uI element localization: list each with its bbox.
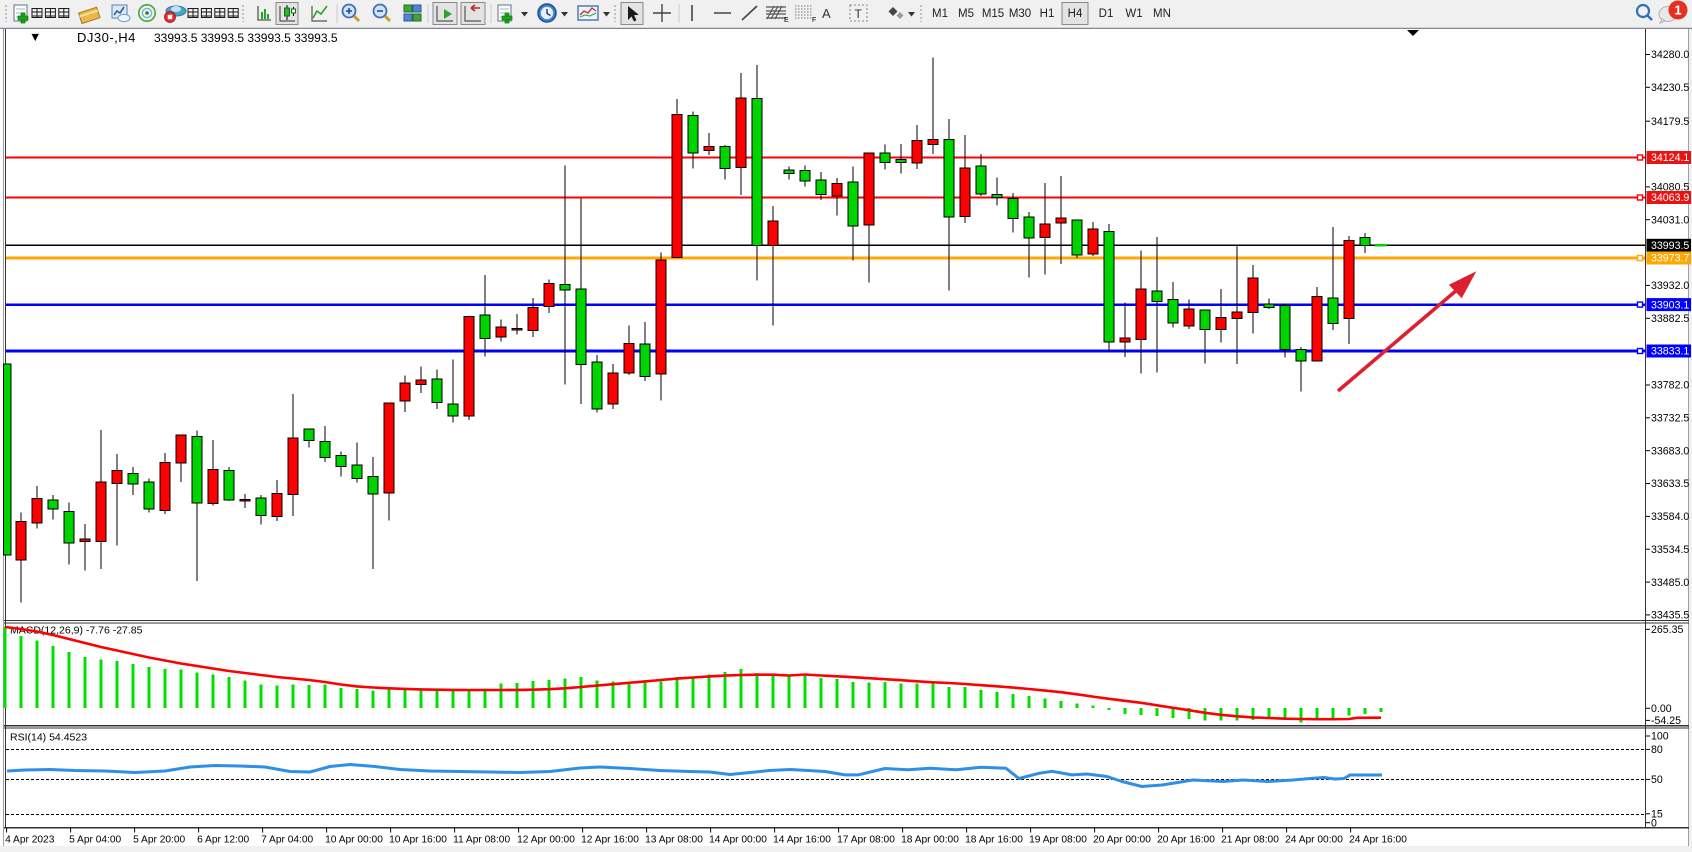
svg-text:W1: W1: [1125, 8, 1142, 20]
svg-text:18 Apr 00:00: 18 Apr 00:00: [901, 835, 959, 846]
svg-text:33903.1: 33903.1: [1651, 299, 1689, 311]
svg-text:13 Apr 08:00: 13 Apr 08:00: [645, 835, 703, 846]
svg-text:18 Apr 16:00: 18 Apr 16:00: [965, 835, 1023, 846]
svg-text:20 Apr 00:00: 20 Apr 00:00: [1093, 835, 1151, 846]
svg-text:14 Apr 00:00: 14 Apr 00:00: [709, 835, 767, 846]
svg-text:265.35: 265.35: [1651, 624, 1684, 636]
svg-text:F: F: [812, 17, 816, 24]
svg-text:34063.9: 34063.9: [1651, 192, 1689, 204]
svg-text:11 Apr 08:00: 11 Apr 08:00: [453, 835, 510, 846]
svg-text:33584.0: 33584.0: [1651, 511, 1689, 523]
svg-text:10 Apr 00:00: 10 Apr 00:00: [325, 835, 383, 846]
svg-text:-54.25: -54.25: [1651, 715, 1681, 727]
svg-text:17 Apr 08:00: 17 Apr 08:00: [837, 835, 895, 846]
svg-text:33782.0: 33782.0: [1651, 380, 1689, 392]
svg-text:H4: H4: [1068, 8, 1083, 20]
svg-text:33633.5: 33633.5: [1651, 478, 1689, 490]
svg-text:1: 1: [1674, 3, 1681, 18]
svg-text:33882.5: 33882.5: [1651, 313, 1689, 325]
svg-text:33973.7: 33973.7: [1651, 253, 1689, 265]
svg-text:M5: M5: [958, 8, 974, 20]
svg-text:80: 80: [1651, 744, 1663, 756]
svg-text:24 Apr 16:00: 24 Apr 16:00: [1349, 835, 1407, 846]
svg-text:12 Apr 16:00: 12 Apr 16:00: [581, 835, 639, 846]
svg-text:M15: M15: [982, 8, 1004, 20]
svg-text:5 Apr 20:00: 5 Apr 20:00: [133, 835, 185, 846]
svg-text:50: 50: [1651, 774, 1663, 786]
svg-text:33683.0: 33683.0: [1651, 445, 1689, 457]
svg-text:33932.0: 33932.0: [1651, 280, 1689, 292]
svg-text:24 Apr 00:00: 24 Apr 00:00: [1285, 835, 1343, 846]
svg-text:▼: ▼: [29, 30, 41, 44]
svg-text:RSI(14) 54.4523: RSI(14) 54.4523: [10, 732, 87, 744]
svg-text:20 Apr 16:00: 20 Apr 16:00: [1157, 835, 1215, 846]
svg-text:M1: M1: [932, 8, 948, 20]
svg-text:33833.1: 33833.1: [1651, 346, 1689, 358]
svg-text:H1: H1: [1040, 8, 1055, 20]
svg-text:34230.5: 34230.5: [1651, 82, 1689, 94]
svg-text:33732.5: 33732.5: [1651, 413, 1689, 425]
svg-text:D1: D1: [1099, 8, 1114, 20]
svg-text:33485.0: 33485.0: [1651, 577, 1689, 589]
svg-text:34280.0: 34280.0: [1651, 49, 1689, 61]
svg-text:34124.1: 34124.1: [1651, 152, 1689, 164]
svg-text:6 Apr 12:00: 6 Apr 12:00: [197, 835, 249, 846]
svg-text:7 Apr 04:00: 7 Apr 04:00: [261, 835, 313, 846]
svg-text:33534.5: 33534.5: [1651, 544, 1689, 556]
svg-text:15: 15: [1651, 809, 1663, 821]
svg-text:MN: MN: [1153, 8, 1171, 20]
svg-text:100: 100: [1651, 731, 1669, 743]
svg-text:5 Apr 04:00: 5 Apr 04:00: [69, 835, 121, 846]
svg-text:33993.5 33993.5 33993.5 33993.: 33993.5 33993.5 33993.5 33993.5: [154, 31, 338, 45]
svg-text:0: 0: [1651, 817, 1657, 829]
svg-text:E: E: [784, 17, 789, 24]
svg-text:33435.5: 33435.5: [1651, 610, 1689, 622]
svg-text:10 Apr 16:00: 10 Apr 16:00: [389, 835, 447, 846]
svg-text:19 Apr 08:00: 19 Apr 08:00: [1029, 835, 1087, 846]
svg-text:A: A: [822, 6, 831, 21]
svg-text:33993.5: 33993.5: [1651, 240, 1689, 252]
svg-text:DJ30-,H4: DJ30-,H4: [77, 30, 136, 45]
svg-text:12 Apr 00:00: 12 Apr 00:00: [517, 835, 575, 846]
svg-text:21 Apr 08:00: 21 Apr 08:00: [1221, 835, 1279, 846]
svg-text:14 Apr 16:00: 14 Apr 16:00: [773, 835, 831, 846]
svg-text:34179.5: 34179.5: [1651, 116, 1689, 128]
svg-text:M30: M30: [1009, 8, 1031, 20]
svg-text:34080.5: 34080.5: [1651, 182, 1689, 194]
svg-text:34031.0: 34031.0: [1651, 214, 1689, 226]
svg-text:4 Apr 2023: 4 Apr 2023: [5, 835, 55, 846]
svg-text:T: T: [855, 7, 863, 21]
svg-text:0.00: 0.00: [1651, 703, 1672, 715]
